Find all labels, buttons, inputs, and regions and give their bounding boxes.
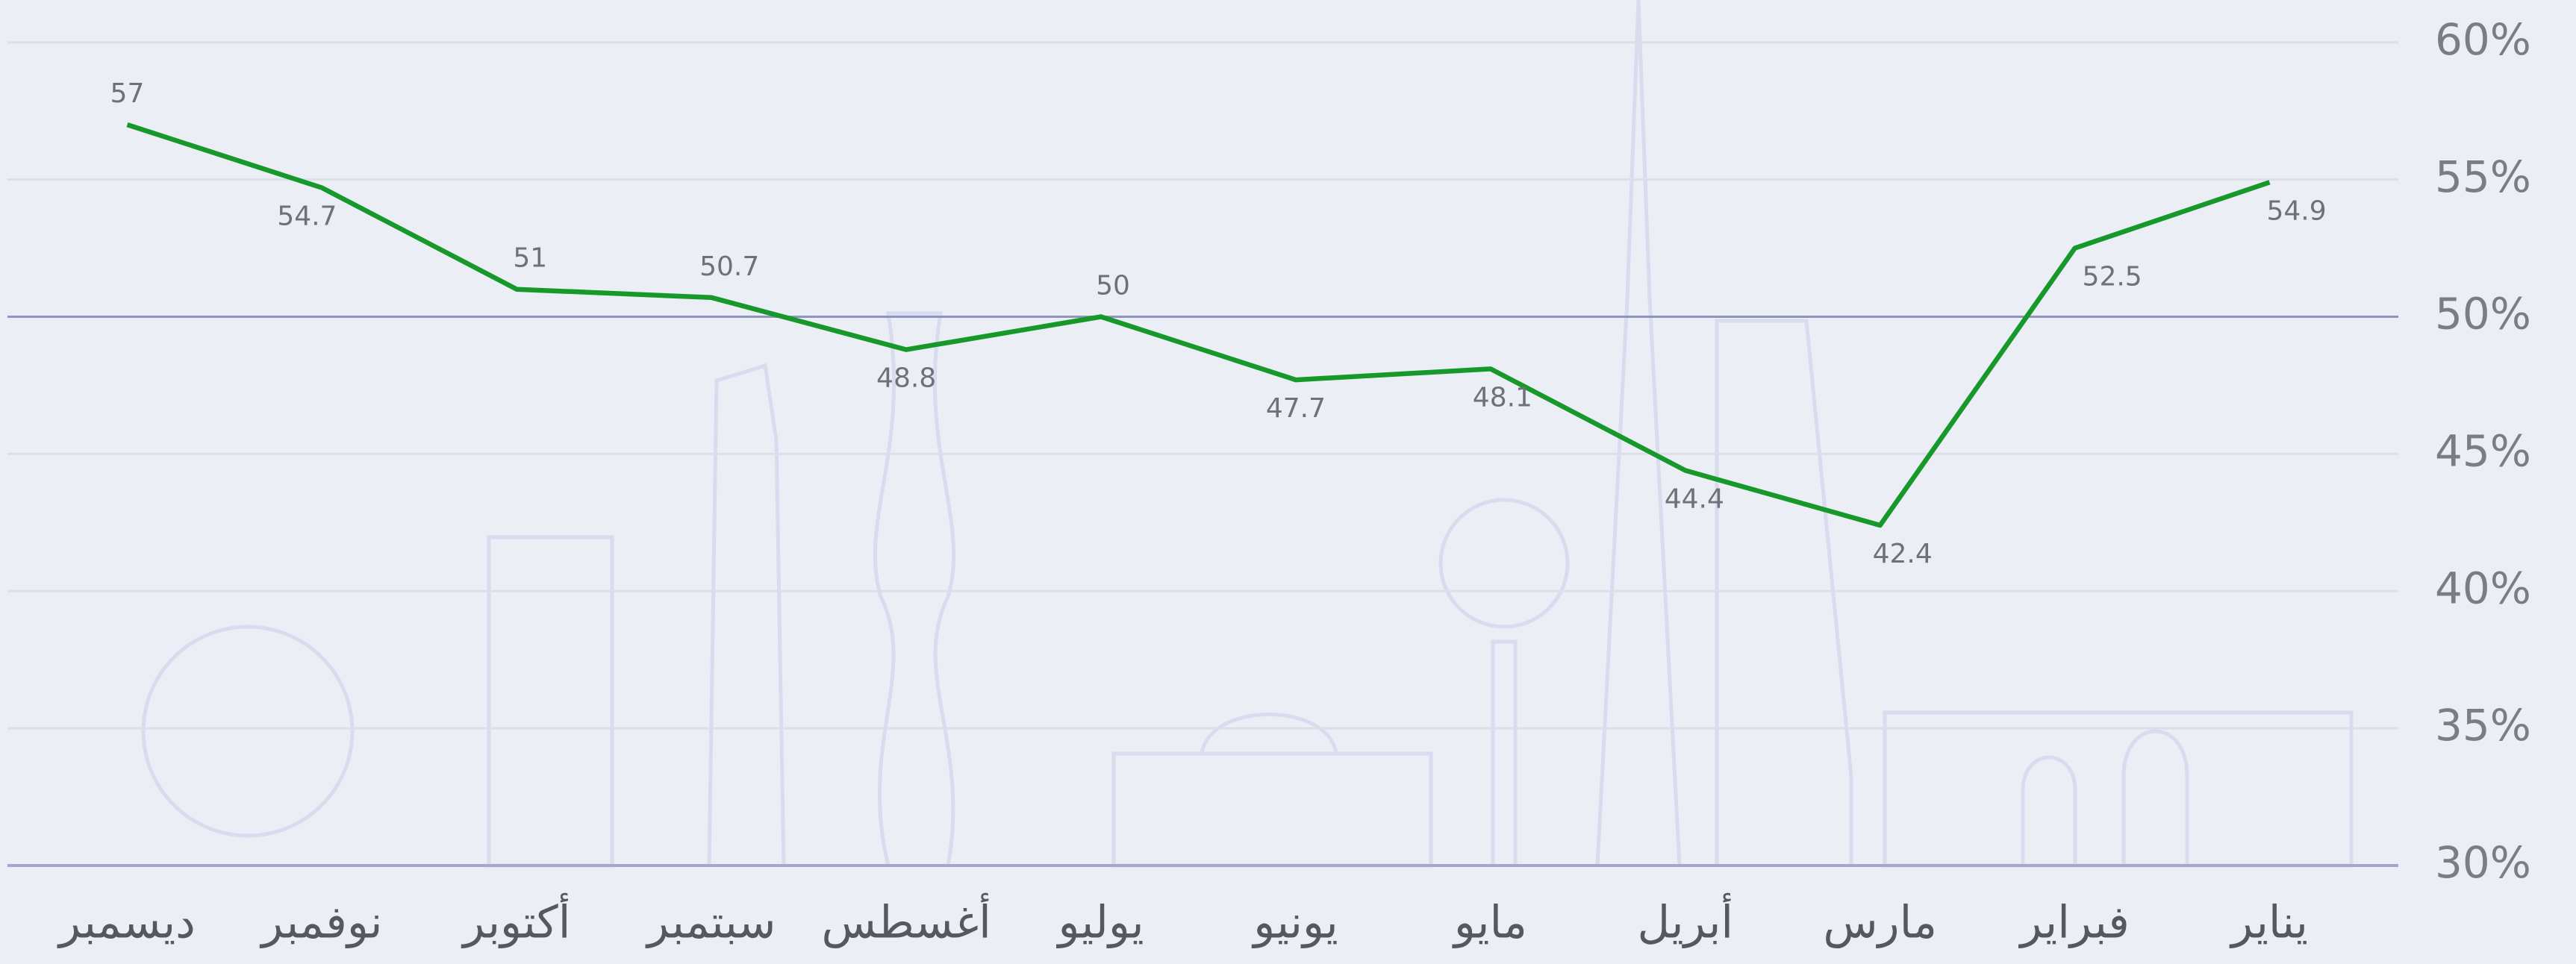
x-tick-label: مايو bbox=[1452, 897, 1527, 949]
data-label: 48.8 bbox=[876, 363, 936, 394]
skyline-decoration bbox=[143, 0, 2351, 866]
x-tick-label: فبراير bbox=[2018, 897, 2129, 949]
data-label: 57 bbox=[110, 78, 145, 109]
plot: 54.9 52.5 42.4 44.4 48.1 47.7 50 48.8 50.7 51 54.7… bbox=[110, 78, 2327, 569]
y-tick-label: 40% bbox=[2435, 563, 2531, 613]
x-tick-label: نوفمبر bbox=[259, 897, 382, 949]
x-tick-label: أبريل bbox=[1637, 893, 1733, 949]
data-label: 51 bbox=[513, 243, 547, 274]
data-label: 52.5 bbox=[2083, 262, 2142, 292]
x-tick-label: سبتمبر bbox=[645, 897, 776, 949]
x-tick-label: يونيو bbox=[1251, 897, 1338, 949]
x-tick-label: أكتوبر bbox=[461, 893, 570, 949]
x-tick-label: مارس bbox=[1823, 897, 1937, 949]
data-label: 48.1 bbox=[1473, 382, 1532, 413]
data-label: 54.9 bbox=[2266, 195, 2326, 226]
y-tick-label: 30% bbox=[2435, 837, 2531, 888]
data-label: 50 bbox=[1096, 271, 1130, 301]
chart: 30% 35% 40% 45% 50% 55% 60% يناير فبراير مارس أبري… bbox=[0, 0, 2576, 964]
data-label: 44.4 bbox=[1665, 483, 1724, 514]
x-tick-label: يوليو bbox=[1056, 897, 1144, 949]
data-label: 50.7 bbox=[699, 251, 759, 282]
grid: 30% 35% 40% 45% 50% 55% 60% يناير فبراير مارس أبري… bbox=[7, 14, 2531, 949]
y-tick-label: 55% bbox=[2435, 151, 2531, 202]
x-tick-label: ديسمبر bbox=[57, 897, 196, 949]
data-label: 47.7 bbox=[1266, 393, 1326, 424]
data-label: 54.7 bbox=[277, 201, 337, 232]
data-line bbox=[128, 125, 2270, 525]
y-tick-label: 60% bbox=[2435, 14, 2531, 65]
x-tick-label: أغسطس bbox=[821, 893, 991, 949]
x-tick-label: يناير bbox=[2229, 897, 2308, 949]
data-label: 42.4 bbox=[1873, 539, 1933, 569]
y-tick-label: 45% bbox=[2435, 425, 2531, 476]
y-tick-label: 50% bbox=[2435, 289, 2531, 339]
y-tick-label: 35% bbox=[2435, 700, 2531, 751]
